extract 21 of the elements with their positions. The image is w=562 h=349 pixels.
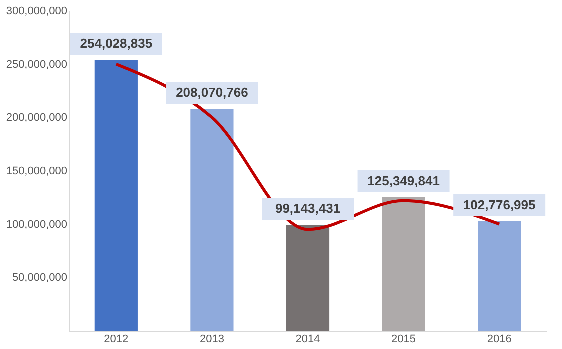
x-tick-label: 2016 — [487, 334, 512, 346]
bar — [286, 225, 330, 331]
data-label: 102,776,995 — [463, 197, 536, 212]
y-tick-label: 100,000,000 — [6, 218, 68, 231]
bar — [190, 109, 234, 331]
y-tick-label: 50,000,000 — [12, 272, 68, 284]
bar — [478, 221, 522, 331]
y-tick-label: 250,000,000 — [6, 58, 68, 71]
data-label: 254,028,835 — [80, 36, 153, 52]
bar — [94, 60, 138, 331]
y-tick-label: 200,000,000 — [6, 112, 68, 124]
y-tick-label: 150,000,000 — [6, 166, 68, 178]
data-label: 125,349,841 — [368, 173, 440, 188]
data-label: 208,070,766 — [176, 85, 248, 100]
x-tick-label: 2012 — [104, 334, 129, 346]
x-tick-label: 2013 — [200, 334, 224, 346]
x-tick-label: 2015 — [392, 334, 416, 346]
y-tick-label: 300,000,000 — [6, 6, 68, 18]
data-label: 99,143,431 — [275, 201, 341, 216]
bar — [382, 197, 426, 331]
x-tick-label: 2014 — [296, 334, 320, 346]
